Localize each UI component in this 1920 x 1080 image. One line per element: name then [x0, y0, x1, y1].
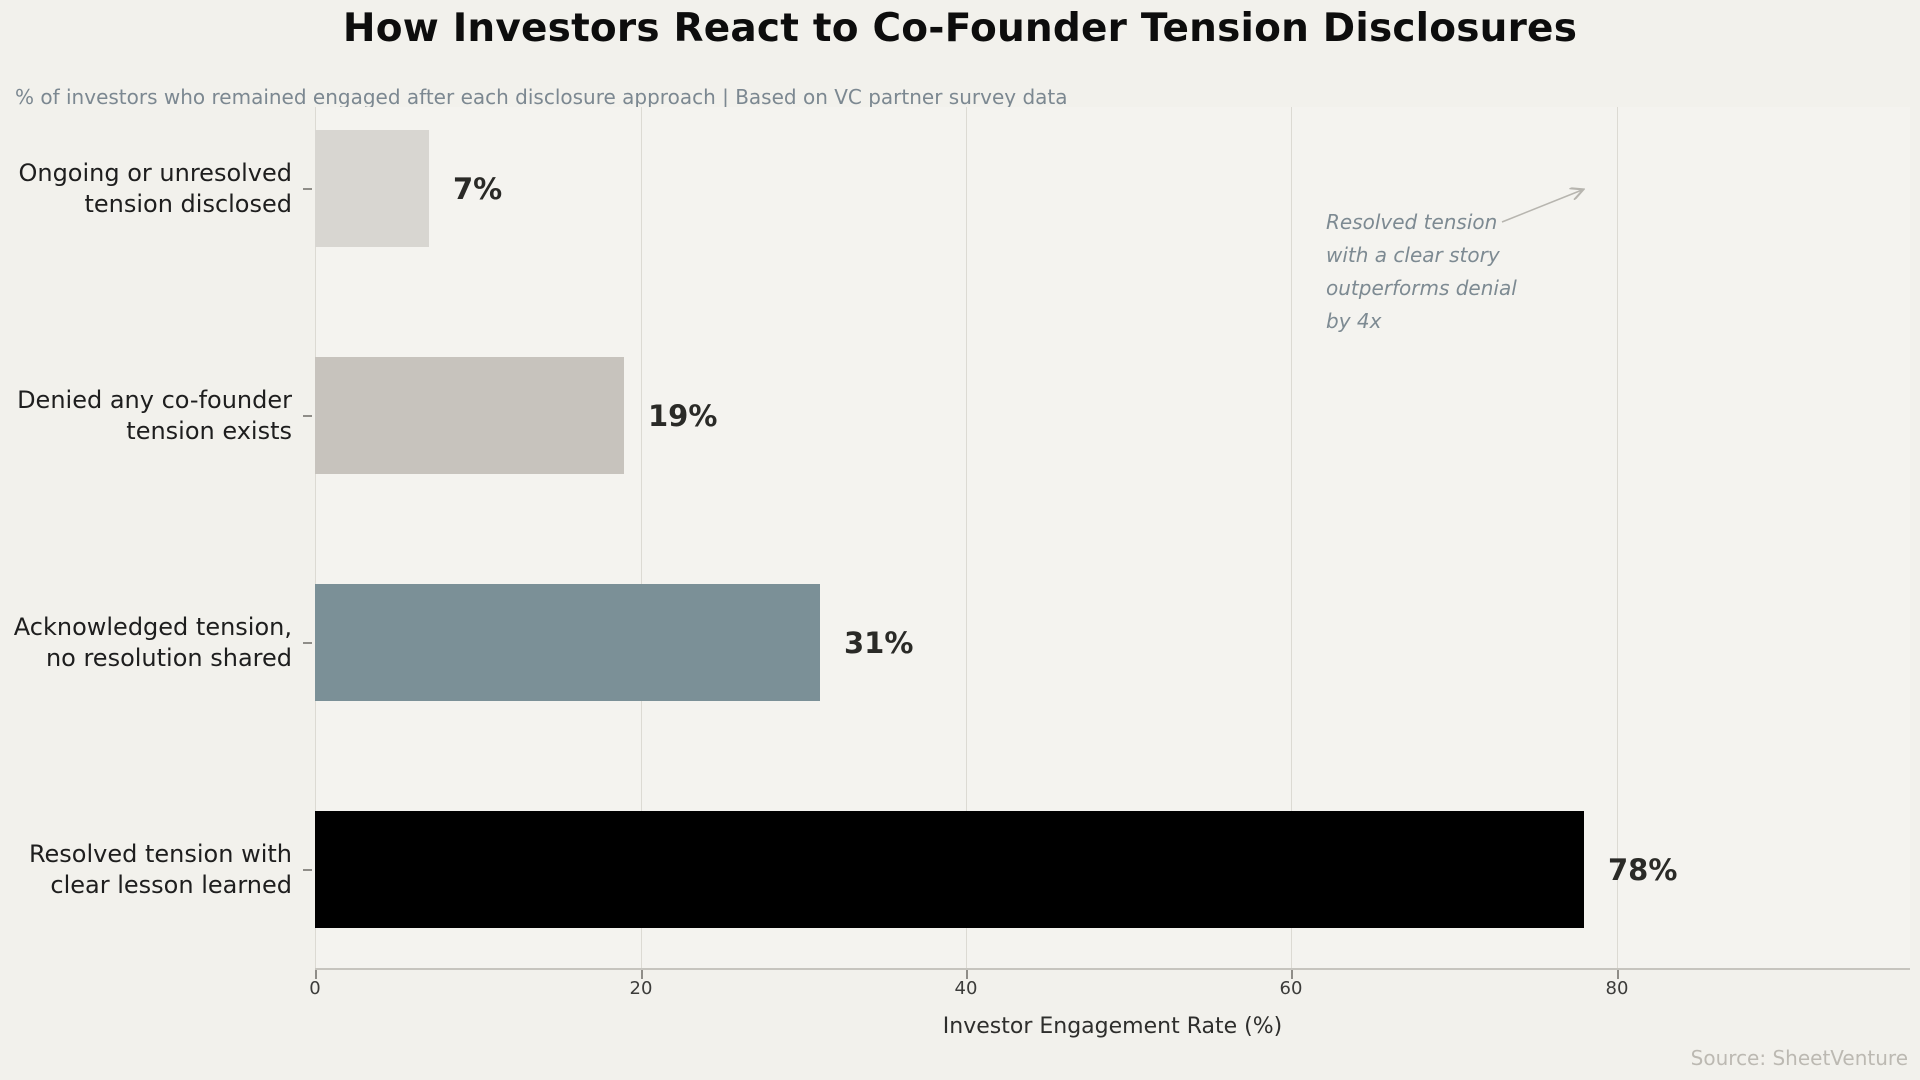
category-label-line: Denied any co-founder: [17, 385, 292, 414]
chart-title: How Investors React to Co-Founder Tensio…: [342, 6, 1578, 51]
x-tick-label-40: 40: [954, 978, 978, 999]
category-label-line: Ongoing or unresolved: [18, 158, 292, 187]
chart-subtitle: % of investors who remained engaged afte…: [15, 85, 1068, 109]
category-label-line: no resolution shared: [45, 643, 292, 672]
source-note: Source: SheetVenture: [1690, 1046, 1908, 1070]
y-tick-3: [303, 641, 312, 644]
gridline-20: [641, 107, 642, 968]
gridline-80: [1617, 107, 1618, 968]
category-label-2: Denied any co-founder tension exists: [0, 385, 292, 447]
value-label-1: 7%: [453, 171, 503, 206]
x-tick-label-0: 0: [309, 978, 321, 999]
category-label-1: Ongoing or unresolved tension disclosed: [0, 158, 292, 220]
bar-3: [315, 584, 820, 701]
annotation-line: by 4x: [1326, 309, 1382, 333]
category-label-line: Acknowledged tension,: [13, 612, 292, 641]
annotation-text: Resolved tension with a clear story outp…: [1326, 206, 1666, 338]
value-label-3: 31%: [844, 625, 914, 660]
bar-4: [315, 811, 1584, 928]
x-tick-0: [315, 970, 317, 979]
bar-1: [315, 130, 429, 247]
x-tick-label-20: 20: [629, 978, 653, 999]
category-label-line: tension exists: [126, 416, 292, 445]
gridline-60: [1291, 107, 1292, 968]
gridline-40: [966, 107, 967, 968]
value-label-4: 78%: [1608, 852, 1678, 887]
x-tick-60: [1291, 970, 1293, 979]
annotation-line: Resolved tension: [1326, 210, 1498, 234]
x-tick-80: [1617, 970, 1619, 979]
category-label-3: Acknowledged tension, no resolution share…: [0, 612, 292, 674]
bar-2: [315, 357, 624, 474]
gridline-0: [315, 107, 316, 968]
annotation-arrow-icon: [1501, 181, 1592, 223]
y-tick-2: [303, 414, 312, 417]
x-tick-label-60: 60: [1279, 978, 1303, 999]
y-tick-1: [303, 187, 312, 190]
annotation-line: with a clear story: [1326, 243, 1500, 267]
annotation-line: outperforms denial: [1326, 276, 1517, 300]
value-label-2: 19%: [648, 398, 718, 433]
x-tick-20: [641, 970, 643, 979]
category-label-line: Resolved tension with: [28, 839, 292, 868]
x-tick-label-80: 80: [1605, 978, 1629, 999]
x-axis-line: [315, 968, 1910, 970]
y-tick-4: [303, 868, 312, 871]
x-axis-title: Investor Engagement Rate (%): [942, 1014, 1283, 1039]
category-label-line: tension disclosed: [84, 189, 292, 218]
x-tick-40: [966, 970, 968, 979]
plot-area: 7% 19% 31% 78%: [315, 107, 1910, 968]
category-label-4: Resolved tension with clear lesson learne…: [0, 839, 292, 901]
category-label-line: clear lesson learned: [50, 870, 292, 899]
